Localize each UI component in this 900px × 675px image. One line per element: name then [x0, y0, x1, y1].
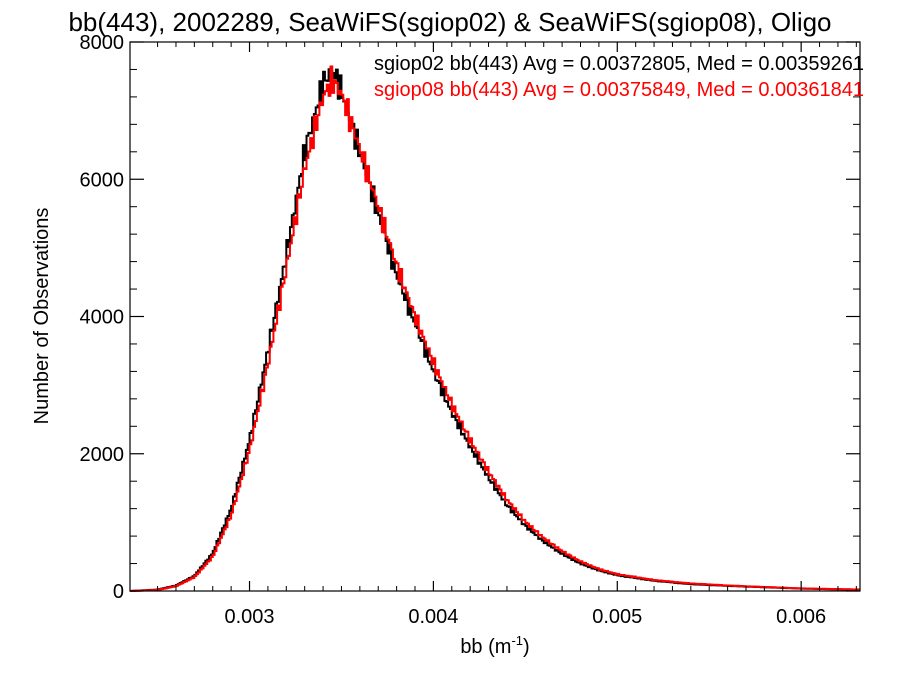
y-tick-label: 6000 — [80, 169, 125, 191]
y-tick-label: 2000 — [80, 444, 125, 466]
series-sgiop08-histogram — [130, 65, 860, 592]
series-annotation-sgiop02: sgiop02 bb(443) Avg = 0.00372805, Med = … — [374, 53, 864, 75]
x-tick-label: 0.003 — [224, 606, 274, 628]
y-axis-label: Number of Observations — [31, 208, 53, 425]
tick-layer: 0.003 0.004 0.005 0.006 0 2000 4000 6000 8000 — [80, 32, 860, 628]
x-axis-label-main: bb (m — [460, 636, 511, 658]
series-annotation-sgiop08: sgiop08 bb(443) Avg = 0.00375849, Med = … — [374, 79, 864, 101]
x-axis-label: bb (m-1) — [460, 633, 529, 658]
chart-title: bb(443), 2002289, SeaWiFS(sgiop02) & Sea… — [68, 7, 831, 37]
x-tick-label: 0.004 — [408, 606, 458, 628]
x-tick-label: 0.006 — [776, 606, 826, 628]
y-tick-label: 0 — [113, 581, 124, 603]
x-tick-label: 0.005 — [592, 606, 642, 628]
y-tick-label: 8000 — [80, 32, 125, 54]
x-axis-label-end: ) — [523, 636, 530, 658]
y-tick-label: 4000 — [80, 307, 125, 329]
series-layer — [130, 65, 860, 592]
x-axis-label-superscript: -1 — [511, 633, 523, 648]
